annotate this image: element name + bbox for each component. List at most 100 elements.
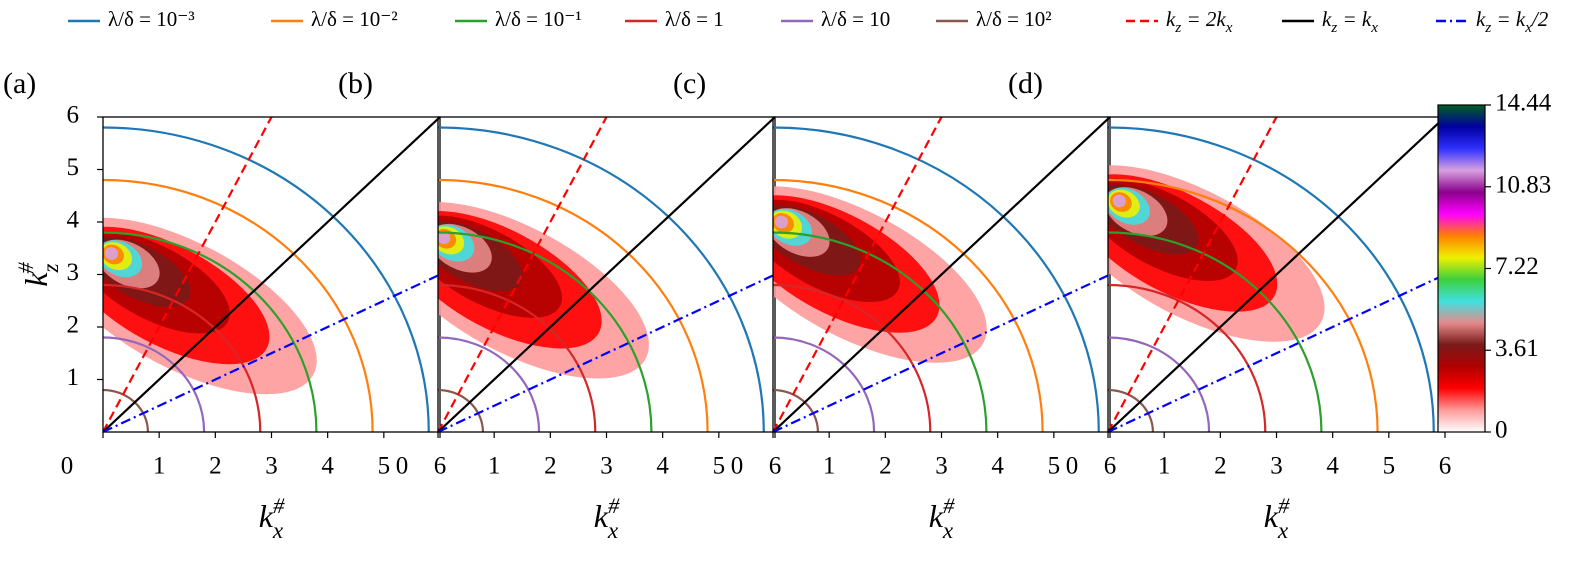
x-tick-label: 0 <box>1066 453 1079 480</box>
contour-level <box>104 247 119 260</box>
x-axis-label: kx# <box>1264 493 1290 543</box>
text-part: z <box>37 263 63 273</box>
text-part: # <box>1278 493 1290 518</box>
colorbar-tick-label: 7.22 <box>1495 253 1539 280</box>
x-tick-label: 3 <box>600 453 613 480</box>
x-tick-label: 4 <box>1326 453 1339 480</box>
x-tick-label: 0 <box>61 453 74 480</box>
text-part: λ/δ = 10⁻² <box>311 7 398 31</box>
x-tick-label: 5 <box>1383 453 1396 480</box>
ratio-line <box>103 117 273 432</box>
text-part: x <box>607 517 619 543</box>
text-part: λ/δ = 10⁻¹ <box>495 7 582 31</box>
colorbar-tick-label: 0 <box>1495 417 1508 444</box>
text-part: x <box>272 517 284 543</box>
y-tick-label: 6 <box>67 102 80 129</box>
text-part: # <box>273 493 285 518</box>
text-part: z <box>1174 20 1181 36</box>
plot-area <box>773 117 1110 432</box>
colorbar-tick-label: 10.83 <box>1495 171 1551 198</box>
legend-label: λ/δ = 10⁻³ <box>108 7 195 31</box>
colorbar-tick-label: 14.44 <box>1495 90 1552 117</box>
y-tick-label: 5 <box>67 154 80 181</box>
x-tick-label: 5 <box>713 453 726 480</box>
x-tick-label: 0 <box>731 453 744 480</box>
text-part: λ/δ = 1 <box>665 7 724 31</box>
x-tick-label: 3 <box>1270 453 1283 480</box>
text-part: x <box>942 517 954 543</box>
x-tick-label: 0 <box>396 453 409 480</box>
colorbar <box>1437 104 1486 433</box>
text-part: λ/δ = 10⁻³ <box>108 7 195 31</box>
plot-area <box>438 117 775 432</box>
plot-area <box>103 117 440 432</box>
x-axis-label: kx# <box>929 493 955 543</box>
text-part: # <box>608 493 620 518</box>
y-axis-label: kz# <box>13 262 63 287</box>
x-axis-label: kx# <box>594 493 620 543</box>
x-tick-label: 2 <box>209 453 222 480</box>
x-tick-label: 4 <box>991 453 1004 480</box>
x-tick-label: 3 <box>935 453 948 480</box>
panel-label: (b) <box>338 67 373 100</box>
ratio-line <box>1108 117 1445 432</box>
ratio-line <box>103 117 440 432</box>
x-tick-label: 4 <box>656 453 669 480</box>
text-part: z <box>1330 20 1337 36</box>
text-part: x <box>1370 20 1378 36</box>
text-part: = k <box>1491 7 1526 31</box>
text-part: k <box>1322 7 1332 31</box>
text-part: = 2k <box>1181 7 1226 31</box>
x-tick-label: 6 <box>769 453 782 480</box>
ratio-line <box>438 117 775 432</box>
x-tick-label: 5 <box>1048 453 1061 480</box>
x-axis-label: kx# <box>259 493 285 543</box>
panel-label: (d) <box>1008 67 1043 100</box>
ratio-line <box>773 117 943 432</box>
text-part: k <box>259 498 274 534</box>
ratio-line <box>1108 117 1278 432</box>
y-tick-label: 4 <box>67 207 80 234</box>
legend-label: λ/δ = 10⁻² <box>311 7 398 31</box>
text-part: k <box>18 272 54 287</box>
x-tick-label: 4 <box>321 453 334 480</box>
ratio-line <box>438 117 608 432</box>
x-tick-label: 5 <box>378 453 391 480</box>
text-part: λ/δ = 10² <box>976 7 1052 31</box>
x-tick-label: 1 <box>488 453 501 480</box>
legend-label: kz = kx <box>1322 7 1378 37</box>
text-part: # <box>943 493 955 518</box>
contour-level <box>774 215 789 229</box>
text-part: z <box>1484 20 1491 36</box>
text-part: k <box>1264 498 1279 534</box>
text-part: x <box>1225 20 1233 36</box>
x-tick-label: 6 <box>434 453 447 480</box>
panel-label: (c) <box>673 67 706 100</box>
contour-level <box>1112 194 1126 208</box>
ratio-line <box>103 273 440 432</box>
y-tick-label: 3 <box>67 259 80 286</box>
ratio-line <box>773 273 1110 432</box>
text-part: # <box>13 262 38 274</box>
legend-label: λ/δ = 10⁻¹ <box>495 7 582 31</box>
x-tick-label: 1 <box>153 453 166 480</box>
text-part: λ/δ = 10 <box>821 7 890 31</box>
plot-area <box>1108 117 1445 432</box>
ratio-line <box>1108 273 1445 432</box>
panel-label: (a) <box>3 67 36 100</box>
text-part: k <box>1166 7 1176 31</box>
x-tick-label: 6 <box>1104 453 1117 480</box>
ratio-line <box>773 117 1110 432</box>
text-part: x <box>1524 20 1532 36</box>
y-tick-label: 1 <box>67 364 80 391</box>
text-part: x <box>1277 517 1289 543</box>
legend-label: λ/δ = 10 <box>821 7 890 31</box>
text-part: /2 <box>1531 7 1549 31</box>
x-tick-label: 6 <box>1439 453 1452 480</box>
x-tick-label: 2 <box>544 453 557 480</box>
text-part: k <box>929 498 944 534</box>
y-tick-label: 2 <box>67 312 80 339</box>
x-tick-label: 1 <box>1158 453 1171 480</box>
legend-label: kz = kx/2 <box>1476 7 1549 37</box>
